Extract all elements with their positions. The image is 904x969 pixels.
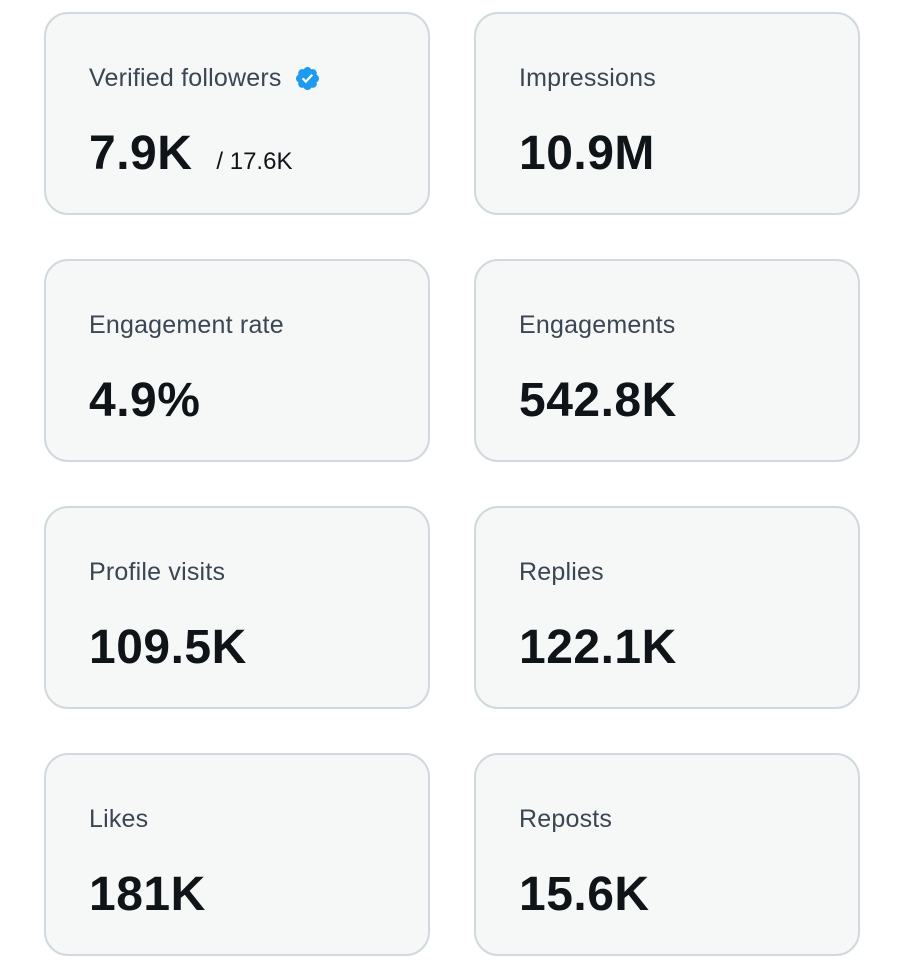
stat-value-row: 109.5K xyxy=(89,620,247,675)
stat-card-likes[interactable]: Likes 181K xyxy=(44,753,430,956)
stat-label-text: Profile visits xyxy=(89,558,226,586)
stat-label-text: Likes xyxy=(89,805,149,833)
stat-label-text: Replies xyxy=(519,558,604,586)
stat-label-text: Engagements xyxy=(519,311,676,339)
stat-label: Reposts xyxy=(519,805,612,834)
stat-label: Impressions xyxy=(519,64,656,93)
stat-total-value: / 17.6K xyxy=(216,148,293,175)
stat-label-text: Impressions xyxy=(519,64,656,92)
stat-value-row: 10.9M xyxy=(519,126,655,181)
stat-value-row: 15.6K xyxy=(519,867,650,922)
stat-value-row: 181K xyxy=(89,867,206,922)
stat-value: 542.8K xyxy=(519,374,677,427)
stat-value-row: 122.1K xyxy=(519,620,677,675)
stat-value: 10.9M xyxy=(519,127,655,180)
stats-grid: Verified followers 7.9K / 17.6K Impressi… xyxy=(44,12,860,956)
stat-value: 4.9% xyxy=(89,374,201,427)
stat-card-impressions[interactable]: Impressions 10.9M xyxy=(474,12,860,215)
stat-label: Likes xyxy=(89,805,148,834)
stat-label: Verified followers xyxy=(89,64,321,93)
stat-card-replies[interactable]: Replies 122.1K xyxy=(474,506,860,709)
stat-label-text: Reposts xyxy=(519,805,613,833)
stat-card-reposts[interactable]: Reposts 15.6K xyxy=(474,753,860,956)
stat-value: 181K xyxy=(89,868,206,921)
stat-label: Profile visits xyxy=(89,558,225,587)
stat-value: 7.9K xyxy=(89,127,193,180)
stat-label: Engagement rate xyxy=(89,311,284,340)
stat-label-text: Engagement rate xyxy=(89,311,284,339)
stat-card-verified-followers[interactable]: Verified followers 7.9K / 17.6K xyxy=(44,12,430,215)
stat-card-engagement-rate[interactable]: Engagement rate 4.9% xyxy=(44,259,430,462)
stat-value: 122.1K xyxy=(519,621,677,674)
stat-value-row: 4.9% xyxy=(89,373,200,428)
stat-label: Engagements xyxy=(519,311,675,340)
stat-label: Replies xyxy=(519,558,604,587)
stat-card-engagements[interactable]: Engagements 542.8K xyxy=(474,259,860,462)
stat-card-profile-visits[interactable]: Profile visits 109.5K xyxy=(44,506,430,709)
verified-badge-icon xyxy=(294,65,321,92)
stat-value: 109.5K xyxy=(89,621,247,674)
stat-label-text: Verified followers xyxy=(89,64,282,92)
stat-value-row: 542.8K xyxy=(519,373,677,428)
stat-value: 15.6K xyxy=(519,868,650,921)
stat-value-row: 7.9K / 17.6K xyxy=(89,126,292,181)
